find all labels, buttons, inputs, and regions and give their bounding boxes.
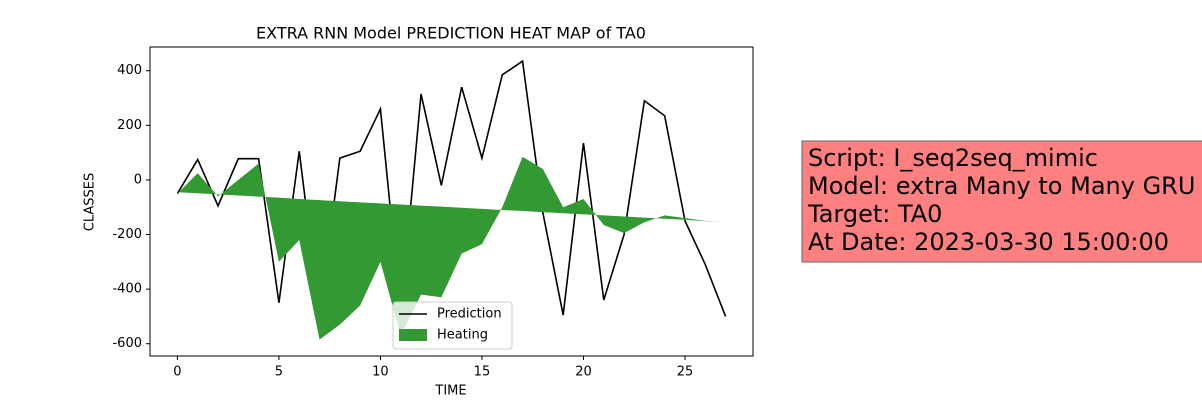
y-tick-label: -400: [112, 282, 142, 297]
legend-label: Heating: [437, 328, 488, 343]
legend-swatch: [399, 329, 427, 341]
line: [176, 59, 727, 317]
y-tick-label: 200: [117, 118, 142, 133]
x-tick-label: 0: [173, 365, 181, 380]
y-tick-label: 0: [134, 172, 142, 187]
annotation-box: [801, 140, 1202, 263]
x-axis-label: TIME: [434, 384, 466, 399]
y-tick-label: -200: [112, 227, 142, 242]
x-tick-label: 20: [575, 365, 592, 380]
annotation-text: Model: extra Many to Many GRU: [808, 172, 1195, 200]
x-tick-label: 15: [474, 365, 491, 380]
annotation-text: At Date: 2023-03-30 15:00:00: [808, 228, 1169, 256]
annotation-text: Target: TA0: [807, 200, 942, 228]
y-tick-label: -600: [112, 336, 142, 351]
y-axis-label: CLASSES: [83, 173, 98, 231]
area: [177, 156, 726, 340]
y-tick-label: 400: [117, 63, 142, 78]
chart-title: EXTRA RNN Model PREDICTION HEAT MAP of T…: [256, 24, 646, 43]
x-tick-label: 5: [275, 365, 283, 380]
plot-frame: [149, 46, 754, 357]
x-tick-label: 25: [677, 365, 694, 380]
legend-label: Prediction: [437, 307, 502, 322]
x-tick-label: 10: [372, 365, 389, 380]
annotation-text: Script: I_seq2seq_mimic: [808, 144, 1098, 172]
